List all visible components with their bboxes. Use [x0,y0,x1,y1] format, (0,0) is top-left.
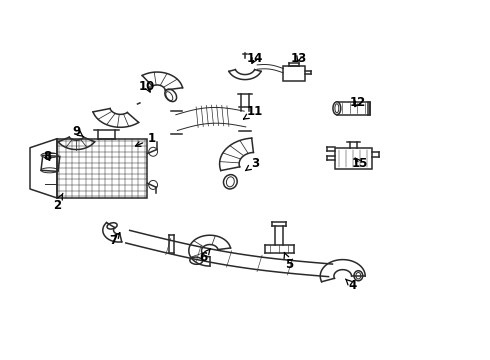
Text: 4: 4 [345,279,357,292]
Text: 3: 3 [245,157,259,171]
Text: 13: 13 [291,51,307,64]
Bar [57,139,147,198]
Text: 9: 9 [73,125,83,138]
Text: 15: 15 [352,157,368,170]
Text: 7: 7 [109,233,120,247]
Text: 8: 8 [43,150,51,163]
Bar [283,66,305,81]
Text: 14: 14 [246,51,263,64]
Text: 1: 1 [135,132,156,147]
Bar [337,102,370,115]
Text: 10: 10 [139,80,155,93]
Text: 12: 12 [349,96,366,109]
Ellipse shape [354,271,363,281]
Bar [41,155,60,171]
Ellipse shape [333,102,341,115]
Text: 5: 5 [284,252,293,271]
Text: 6: 6 [199,249,210,264]
Text: 2: 2 [53,193,63,212]
Bar [335,148,371,169]
Text: 11: 11 [244,105,263,119]
